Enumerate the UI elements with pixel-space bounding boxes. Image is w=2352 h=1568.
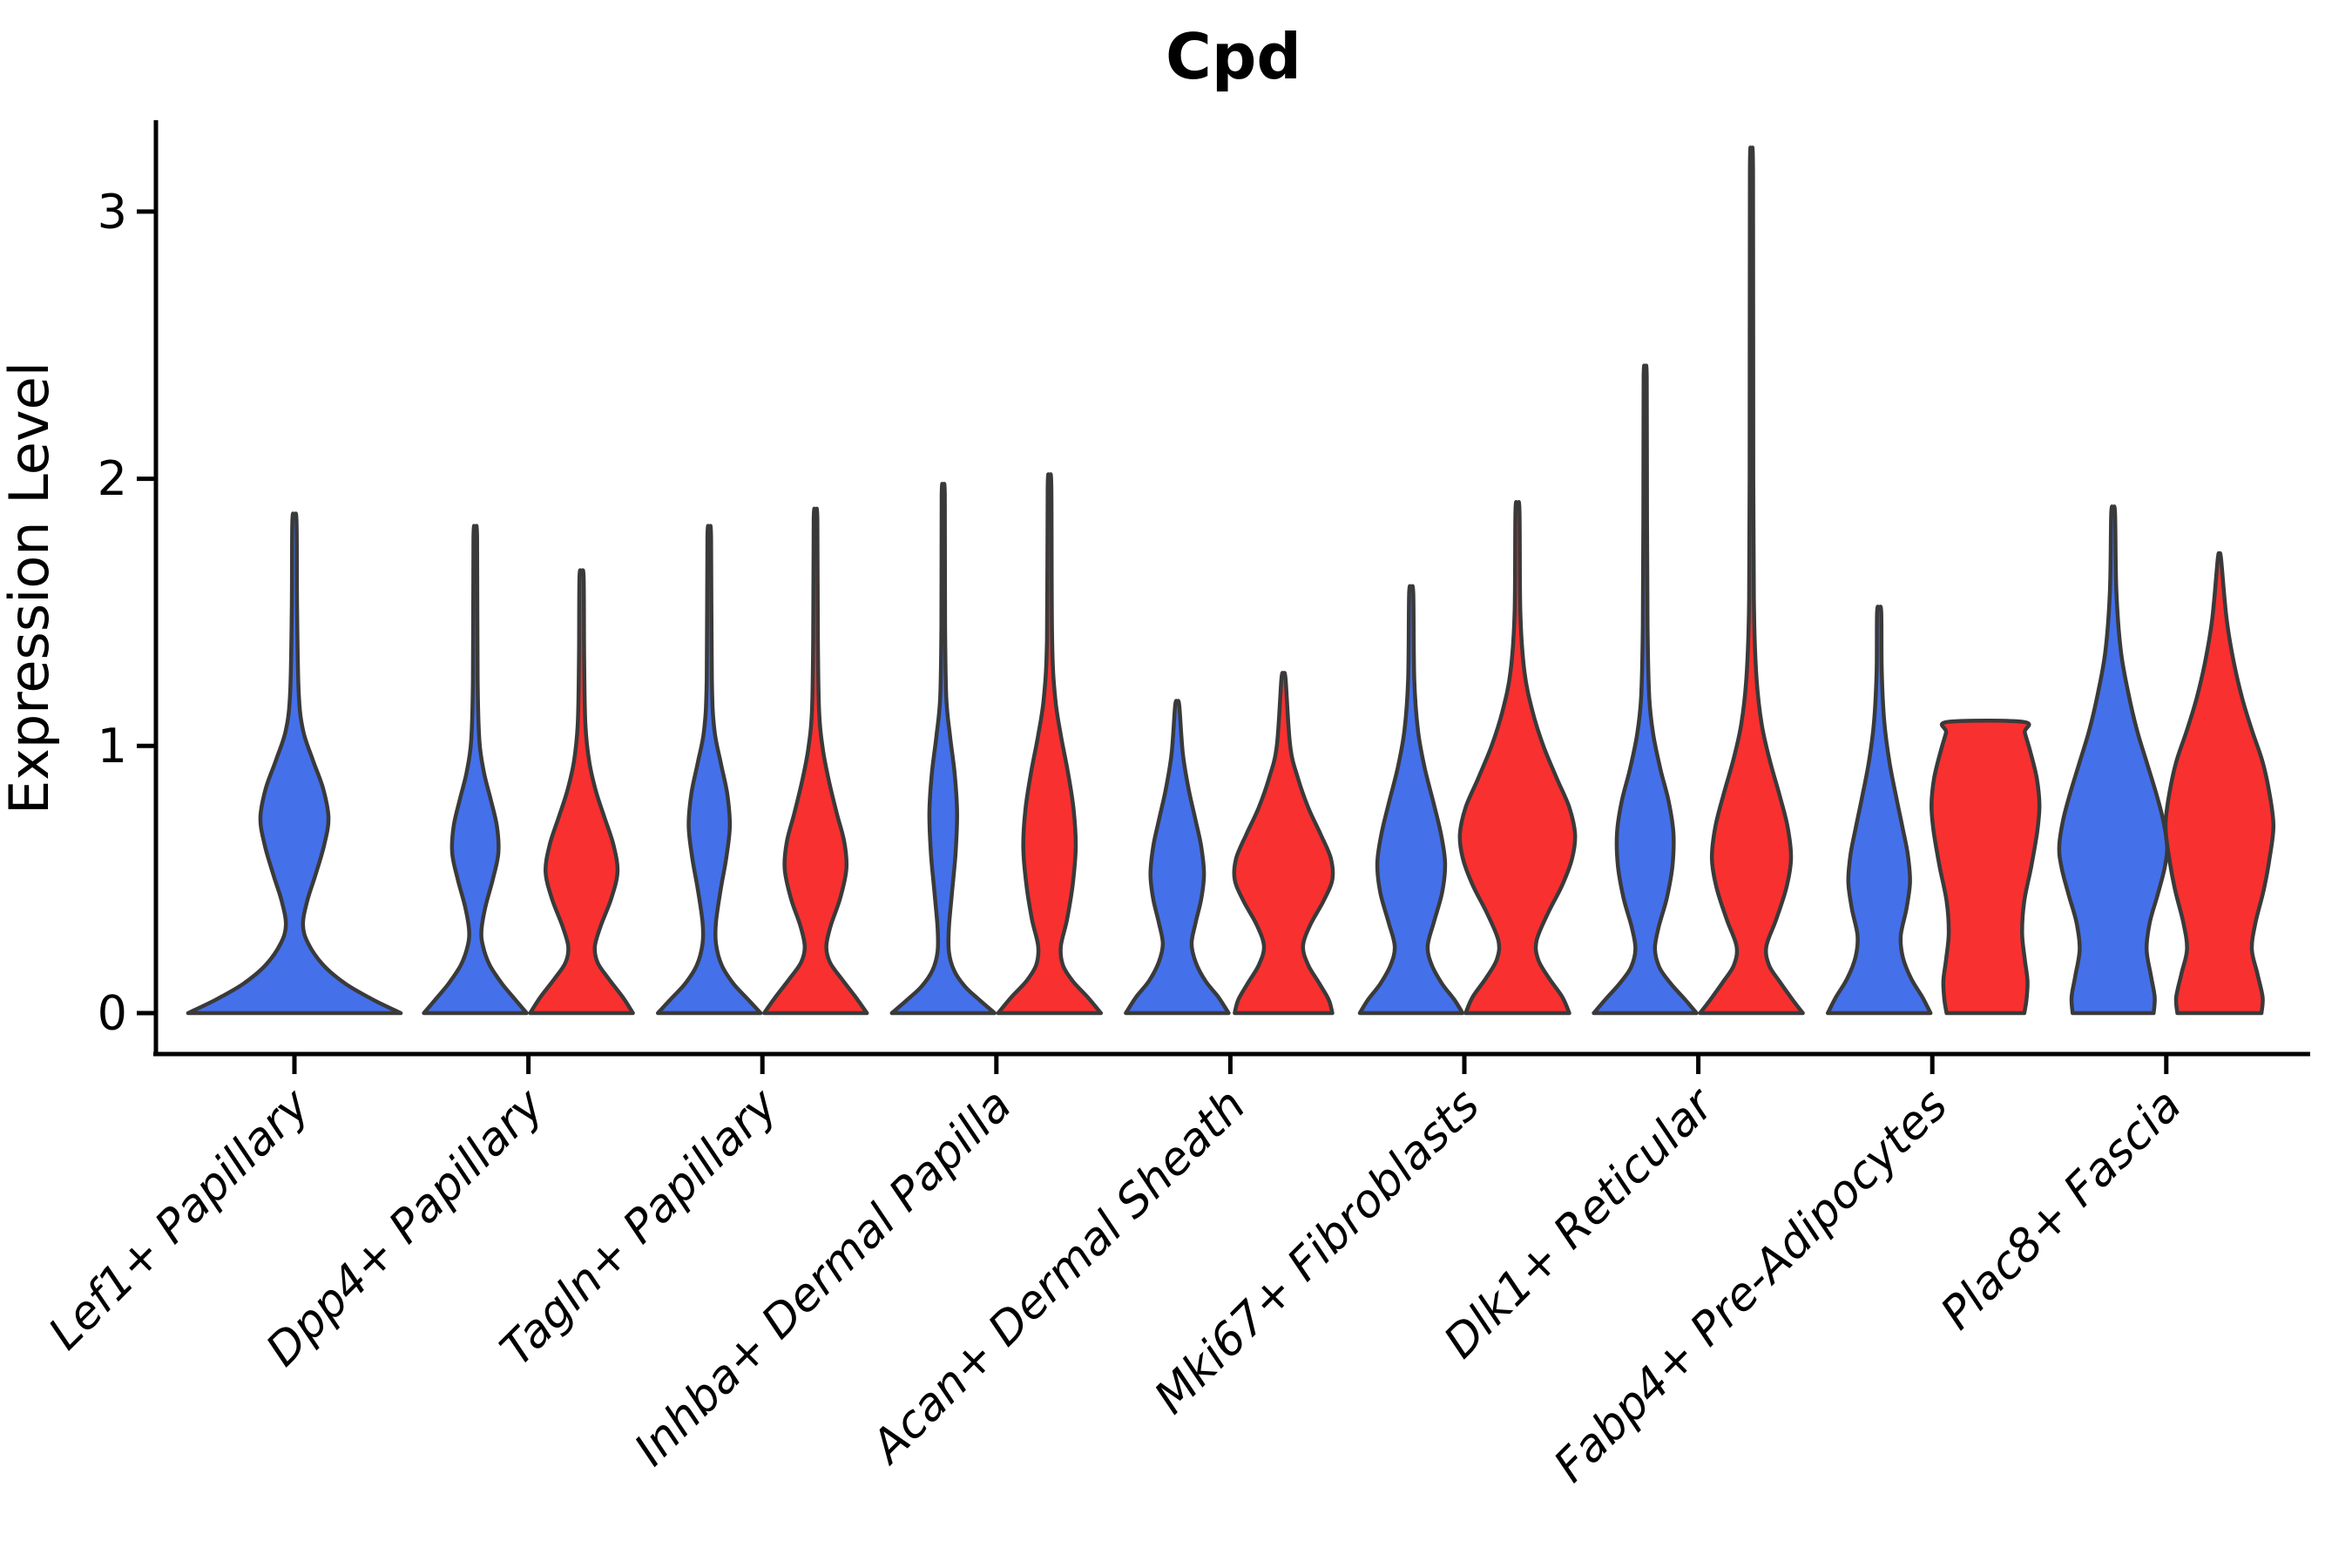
chart-title: Cpd [1166, 20, 1301, 93]
violin-dlk1-reticular-red [1698, 145, 1805, 1016]
violin-inhba-dermal-papilla-blue [889, 482, 997, 1016]
violin-fabp4-pre-adipocytes-red [1930, 718, 2042, 1016]
violin-dpp4-papillary-blue [422, 524, 529, 1016]
y-tick-label: 1 [98, 719, 127, 774]
y-tick-label: 3 [98, 184, 127, 239]
violin-acan-dermal-sheath-red [1232, 671, 1335, 1016]
y-axis-ticks: 0 1 2 3 [98, 184, 156, 1041]
violin-plac8-fascia-red [2163, 551, 2276, 1016]
y-tick-label: 0 [98, 986, 127, 1041]
violin-mki67-fibroblasts-blue [1357, 584, 1465, 1016]
violin-dpp4-papillary-red [528, 568, 635, 1016]
y-tick-label: 2 [98, 451, 127, 506]
violin-plac8-fascia-blue [2057, 504, 2170, 1016]
violin-tagln-papillary-blue [655, 524, 763, 1016]
y-axis-label: Expression Level [0, 362, 61, 814]
violin-acan-dermal-sheath-blue [1124, 699, 1231, 1016]
violins-layer [186, 145, 2276, 1016]
violin-inhba-dermal-papilla-red [996, 472, 1104, 1016]
violin-lef1-papillary-blue [186, 511, 403, 1016]
violin-tagln-papillary-red [761, 506, 869, 1016]
violin-dlk1-reticular-blue [1592, 363, 1699, 1016]
violin-fabp4-pre-adipocytes-blue [1825, 605, 1933, 1016]
violin-mki67-fibroblasts-red [1457, 500, 1578, 1016]
